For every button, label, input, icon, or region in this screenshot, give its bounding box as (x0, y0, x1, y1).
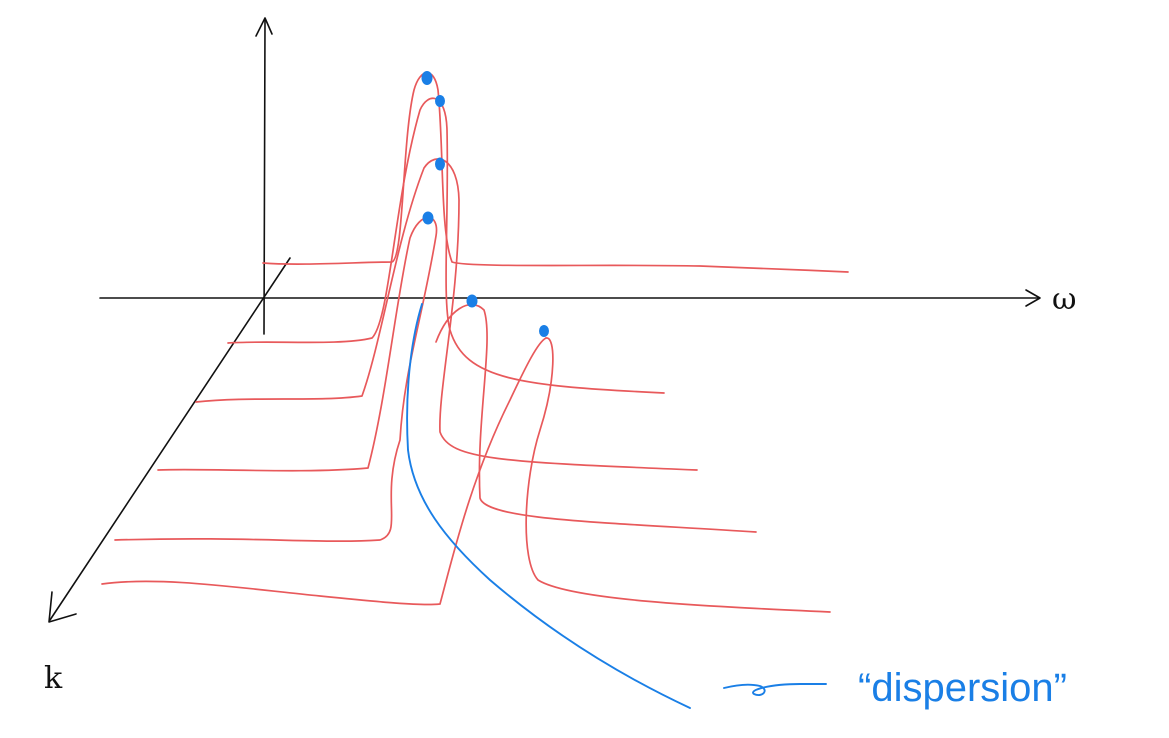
omega-axis-label: ω (1052, 282, 1076, 317)
spectral-curve-2 (227, 97, 665, 394)
peak-markers (421, 71, 549, 337)
dispersion-curve (406, 303, 691, 709)
spectral-curve-1 (262, 71, 849, 273)
vertical-axis (255, 17, 273, 335)
spectral-curve-4 (114, 216, 438, 542)
peak-marker-4 (422, 211, 434, 225)
dispersion-legend: “dispersion” (723, 666, 1067, 710)
peak-marker-2 (435, 95, 445, 107)
spectral-curve-7 (101, 337, 547, 606)
omega-axis (99, 289, 1041, 307)
spectral-curve-6 (525, 337, 831, 613)
peak-marker-3 (435, 157, 445, 171)
peak-marker-6 (539, 325, 549, 337)
spectral-curve-5 (435, 303, 757, 533)
dispersion-legend-label: “dispersion” (858, 666, 1067, 710)
spectral-curve-3 (195, 158, 698, 471)
peak-marker-5 (466, 294, 478, 308)
k-axis (48, 257, 291, 623)
peak-marker-1 (421, 71, 433, 85)
spectral-curves (101, 71, 849, 613)
k-axis-label: k (44, 661, 63, 696)
legend-line-icon (723, 683, 827, 696)
